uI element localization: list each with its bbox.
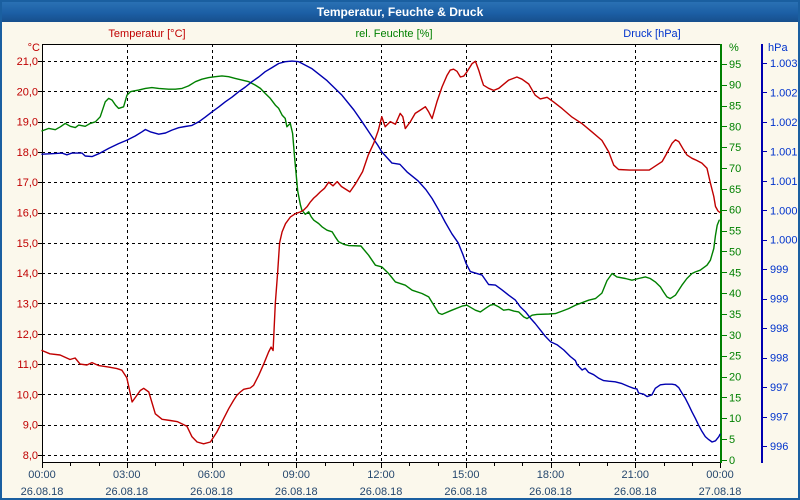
temperature-tick-label: 16,0	[17, 208, 38, 220]
time-tick-label: 12:00	[367, 469, 395, 481]
humidity-tick-label: 20	[729, 372, 741, 384]
date-tick-label: 26.08.18	[21, 486, 64, 498]
pressure-tick-label: 1.002	[770, 117, 798, 129]
temperature-tick-label: 18,0	[17, 147, 38, 159]
pressure-unit-label: hPa	[768, 42, 788, 54]
pressure-tick-label: 996	[770, 441, 788, 453]
pressure-tick-label: 1.000	[770, 205, 798, 217]
temperature-tick-label: 17,0	[17, 177, 38, 189]
series-pressure-line	[41, 60, 721, 443]
temperature-tick-label: 15,0	[17, 238, 38, 250]
humidity-tick-label: 5	[729, 434, 735, 446]
humidity-tick-label: 75	[729, 142, 741, 154]
temperature-tick-label: 8,0	[23, 450, 38, 462]
humidity-tick-label: 95	[729, 59, 741, 71]
humidity-tick-label: 15	[729, 392, 741, 404]
pressure-tick-label: 1.003	[770, 58, 798, 70]
pressure-tick-label: 1.000	[770, 235, 798, 247]
pressure-tick-label: 1.001	[770, 176, 798, 188]
pressure-tick-label: 998	[770, 323, 788, 335]
humidity-tick-label: 10	[729, 413, 741, 425]
pressure-tick-label: 999	[770, 294, 788, 306]
humidity-tick-label: 85	[729, 101, 741, 113]
humidity-axis-title: rel. Feuchte [%]	[355, 28, 432, 40]
time-tick-label: 09:00	[282, 469, 310, 481]
temperature-tick-label: 21,0	[17, 56, 38, 68]
date-tick-label: 26.08.18	[105, 486, 148, 498]
humidity-tick-label: 45	[729, 267, 741, 279]
date-tick-label: 27.08.18	[699, 486, 742, 498]
temperature-tick-label: 9,0	[23, 420, 38, 432]
time-tick-label: 06:00	[198, 469, 226, 481]
temperature-unit-label: °C	[28, 42, 40, 54]
date-tick-label: 26.08.18	[444, 486, 487, 498]
temperature-tick-label: 13,0	[17, 298, 38, 310]
humidity-tick-label: 30	[729, 330, 741, 342]
date-tick-label: 26.08.18	[275, 486, 318, 498]
humidity-tick-label: 90	[729, 80, 741, 92]
temperature-tick-label: 11,0	[17, 359, 38, 371]
date-tick-label: 26.08.18	[360, 486, 403, 498]
date-tick-label: 26.08.18	[190, 486, 233, 498]
window-title: Temperatur, Feuchte & Druck	[316, 5, 484, 19]
pressure-tick-label: 997	[770, 382, 788, 394]
time-tick-label: 03:00	[113, 469, 141, 481]
plot-border	[42, 44, 720, 462]
pressure-tick-label: 1.001	[770, 146, 798, 158]
humidity-tick-label: 50	[729, 246, 741, 258]
date-tick-label: 26.08.18	[614, 486, 657, 498]
date-tick-label: 26.08.18	[529, 486, 572, 498]
temperature-tick-label: 10,0	[17, 389, 38, 401]
humidity-tick-label: 80	[729, 121, 741, 133]
window-titlebar: Temperatur, Feuchte & Druck	[2, 2, 798, 22]
humidity-unit-label: %	[729, 42, 739, 54]
humidity-tick-label: 60	[729, 205, 741, 217]
temperature-axis-title: Temperatur [°C]	[108, 28, 185, 40]
pressure-axis-title: Druck [hPa]	[623, 28, 680, 40]
temperature-tick-label: 19,0	[17, 117, 38, 129]
time-tick-label: 00:00	[28, 469, 56, 481]
pressure-tick-label: 1.002	[770, 87, 798, 99]
humidity-tick-label: 55	[729, 226, 741, 238]
time-tick-label: 00:00	[706, 469, 734, 481]
time-tick-label: 15:00	[452, 469, 480, 481]
pressure-tick-label: 997	[770, 412, 788, 424]
humidity-tick-label: 0	[729, 455, 735, 467]
pressure-tick-label: 998	[770, 353, 788, 365]
time-tick-label: 18:00	[537, 469, 565, 481]
humidity-tick-label: 25	[729, 351, 741, 363]
axes	[38, 44, 767, 468]
humidity-tick-label: 40	[729, 288, 741, 300]
humidity-tick-label: 35	[729, 309, 741, 321]
series-temperature-line	[41, 60, 721, 445]
gridlines	[42, 44, 718, 462]
humidity-tick-label: 65	[729, 184, 741, 196]
series-humidity-line	[41, 75, 720, 320]
pressure-tick-label: 999	[770, 264, 788, 276]
chart-canvas: Temperatur [°C] rel. Feuchte [%] Druck […	[17, 28, 798, 498]
temperature-tick-label: 20,0	[17, 86, 38, 98]
time-tick-label: 21:00	[621, 469, 649, 481]
series-layer	[41, 60, 721, 445]
axis-labels: 21,0 20,0 19,0 18,0 17,0 16,0 15,0 14,0 13,0 12,0…	[17, 56, 798, 498]
temperature-tick-label: 12,0	[17, 329, 38, 341]
temperature-tick-label: 14,0	[17, 268, 38, 280]
humidity-tick-label: 70	[729, 163, 741, 175]
